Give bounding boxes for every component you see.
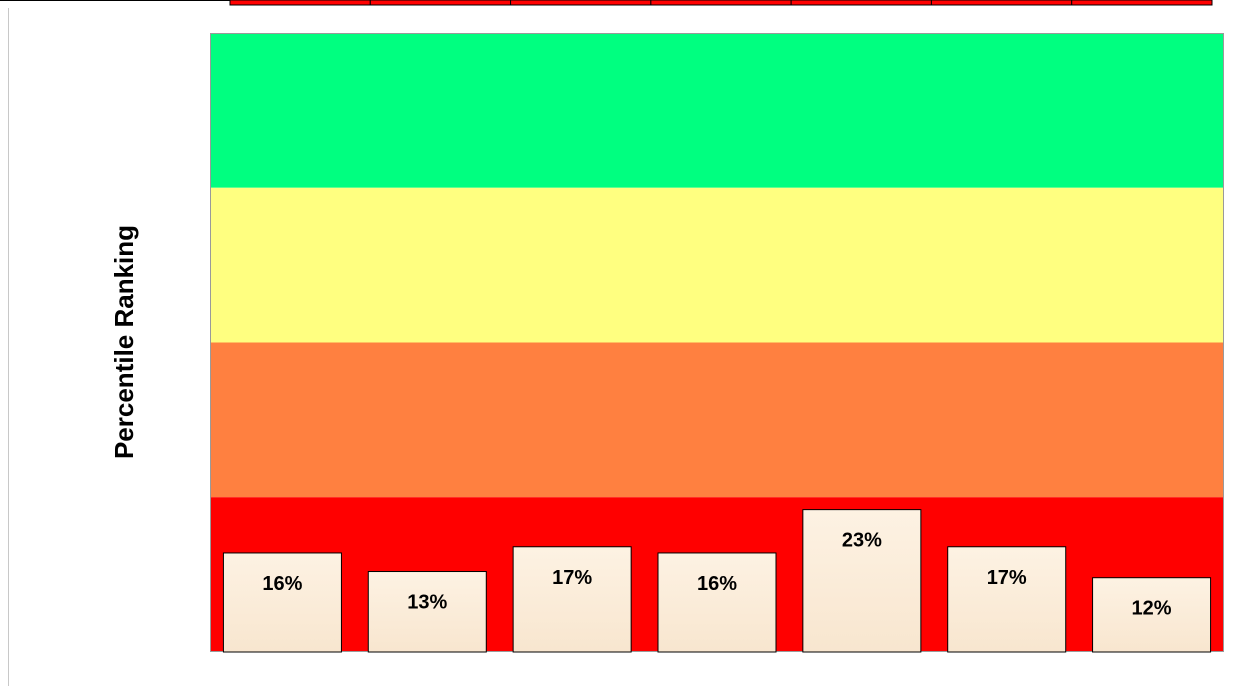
- bar-4: [657, 552, 777, 653]
- header-strip-cell: [1071, 0, 1213, 6]
- header-strip-cell: [790, 0, 932, 6]
- bar-3: [512, 546, 632, 653]
- bar-7: [1092, 577, 1212, 653]
- header-strip: [0, 0, 1213, 6]
- header-strip-cell: [229, 0, 371, 6]
- header-strip-cell: [930, 0, 1073, 6]
- bar-6: [947, 546, 1067, 653]
- bar-1: [222, 552, 342, 653]
- bar-label-1: 16%: [262, 573, 302, 595]
- header-strip-cell: [369, 0, 512, 6]
- y-axis-label: Percentile Ranking: [109, 225, 139, 459]
- bar-2: [367, 571, 487, 653]
- band-50-75: [210, 187, 1224, 343]
- header-strip-cell: [650, 0, 792, 6]
- bar-5: [802, 509, 922, 653]
- bar-label-2: 13%: [407, 592, 447, 614]
- band-75-100: [210, 33, 1224, 188]
- band-25-50: [210, 342, 1224, 498]
- bar-label-4: 16%: [697, 573, 737, 595]
- bar-label-3: 17%: [552, 567, 592, 589]
- header-strip-cell: [510, 0, 652, 6]
- bar-label-6: 17%: [987, 567, 1027, 589]
- bar-label-5: 23%: [842, 530, 882, 552]
- bars-group: 16% 13% 17% 16% 23% 17% 12%: [222, 509, 1212, 653]
- bar-label-7: 12%: [1132, 598, 1172, 620]
